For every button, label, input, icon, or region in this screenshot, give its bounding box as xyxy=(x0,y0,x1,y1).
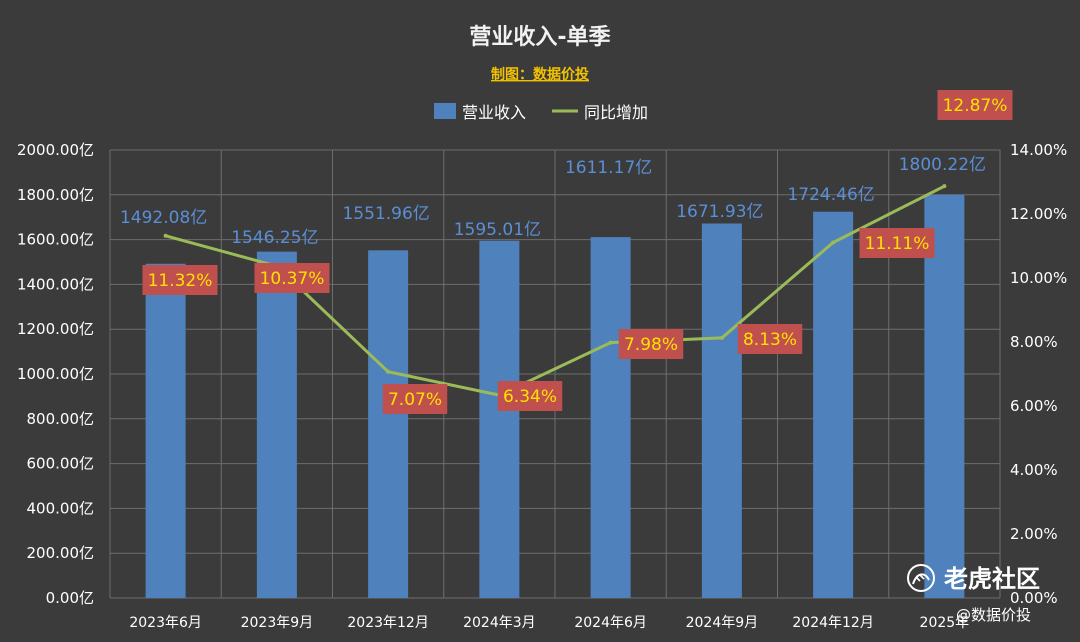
x-tick-label: 2023年9月 xyxy=(241,615,314,631)
y-left-tick-label: 600.00亿 xyxy=(27,455,95,473)
x-axis: 2023年6月 2023年9月 2023年12月 2024年3月 2024年6月 2024… xyxy=(129,615,969,631)
y-right-tick-label: 4.00% xyxy=(1010,461,1058,479)
bar-data-labels: 1492.08亿 1546.25亿 1551.96亿 1595.01亿 1611.17亿… xyxy=(120,155,986,248)
y-right-tick-label: 6.00% xyxy=(1010,397,1058,415)
y-right-tick-label: 12.00% xyxy=(1010,205,1067,223)
legend-label-yoy: 同比增加 xyxy=(584,103,648,122)
bar xyxy=(145,263,186,598)
y-right-tick-label: 14.00% xyxy=(1010,141,1067,159)
yoy-label-box xyxy=(737,324,803,354)
y-left-tick-label: 200.00亿 xyxy=(27,544,95,562)
watermark: 老虎社区 @数据价投 xyxy=(907,564,1040,624)
y-left-tick-label: 2000.00亿 xyxy=(17,141,94,159)
line-data-labels: 11.32% 10.37% 7.07% 6.34% 7.98% 8.13% 11.11% 12… xyxy=(142,90,1013,414)
watermark-handle: @数据价投 xyxy=(956,606,1031,624)
bar-value-label: 1671.93亿 xyxy=(676,202,763,222)
bar-series xyxy=(145,194,965,599)
line-point xyxy=(386,369,391,374)
y-left-tick-label: 0.00亿 xyxy=(46,589,94,607)
y-axis-right: 0.00% 2.00% 4.00% 6.00% 8.00% 10.00% 12.00% 14.… xyxy=(1010,141,1067,607)
y-left-tick-label: 800.00亿 xyxy=(27,410,95,428)
y-left-tick-label: 400.00亿 xyxy=(27,499,95,517)
watermark-brand: 老虎社区 xyxy=(944,565,1040,593)
yoy-value-label: 11.32% xyxy=(148,271,213,291)
yoy-label-box xyxy=(254,263,330,293)
x-tick-label: 2024年3月 xyxy=(463,615,536,631)
yoy-value-label: 10.37% xyxy=(260,269,325,289)
line-point xyxy=(608,340,613,345)
x-tick-label: 2024年9月 xyxy=(686,615,759,631)
legend-swatch-bar xyxy=(434,103,456,119)
bar-value-label: 1611.17亿 xyxy=(565,158,652,178)
line-point xyxy=(163,233,168,238)
yoy-value-label: 6.34% xyxy=(503,387,557,407)
y-right-tick-label: 0.00% xyxy=(1010,589,1058,607)
bar-value-label: 1551.96亿 xyxy=(342,204,429,224)
y-left-tick-label: 1800.00亿 xyxy=(17,186,94,204)
chart-title: 营业收入-单季 xyxy=(469,24,610,50)
yoy-label-box xyxy=(937,90,1013,120)
yoy-label-box xyxy=(142,265,218,295)
bar-value-label: 1724.46亿 xyxy=(787,185,874,205)
yoy-label-box xyxy=(859,228,935,258)
bar xyxy=(813,211,854,599)
yoy-value-label: 12.87% xyxy=(943,96,1008,116)
yoy-label-box xyxy=(497,381,563,411)
tiger-community-logo-icon xyxy=(907,564,935,592)
y-right-tick-label: 2.00% xyxy=(1010,525,1058,543)
y-right-tick-label: 10.00% xyxy=(1010,269,1067,287)
line-point xyxy=(719,335,724,340)
yoy-label-box xyxy=(382,384,448,414)
x-tick-label: 2023年6月 xyxy=(129,615,202,631)
line-point xyxy=(942,184,947,189)
x-tick-label: 2024年12月 xyxy=(792,615,873,631)
bar xyxy=(590,237,631,599)
y-left-tick-label: 1600.00亿 xyxy=(17,231,94,249)
x-tick-label: 2025年 xyxy=(920,615,970,631)
yoy-label-box xyxy=(618,329,684,359)
yoy-value-label: 7.98% xyxy=(624,335,678,355)
y-left-tick-label: 1400.00亿 xyxy=(17,275,94,293)
y-axis-left: 0.00亿 200.00亿 400.00亿 600.00亿 800.00亿 1000.00… xyxy=(17,141,94,607)
yoy-value-label: 7.07% xyxy=(388,390,442,410)
bar xyxy=(701,223,742,599)
bar-value-label: 1546.25亿 xyxy=(231,228,318,248)
bar xyxy=(924,194,965,598)
yoy-value-label: 11.11% xyxy=(865,234,930,254)
chart-subtitle: 制图：数据价投 xyxy=(491,66,589,83)
y-right-tick-label: 8.00% xyxy=(1010,333,1058,351)
y-left-tick-label: 1000.00亿 xyxy=(17,365,94,383)
bar xyxy=(479,240,520,598)
legend: 营业收入 同比增加 xyxy=(434,103,648,122)
legend-label-revenue: 营业收入 xyxy=(462,103,526,122)
bar-value-label: 1492.08亿 xyxy=(120,208,207,228)
bar-value-label: 1595.01亿 xyxy=(454,220,541,240)
x-tick-label: 2024年6月 xyxy=(574,615,647,631)
bar-value-label: 1800.22亿 xyxy=(899,155,986,175)
bar xyxy=(368,250,409,598)
x-tick-label: 2023年12月 xyxy=(347,615,428,631)
grid xyxy=(109,149,1001,599)
y-left-tick-label: 1200.00亿 xyxy=(17,320,94,338)
bar xyxy=(256,251,297,598)
line-point xyxy=(831,240,836,245)
yoy-value-label: 8.13% xyxy=(743,330,797,350)
